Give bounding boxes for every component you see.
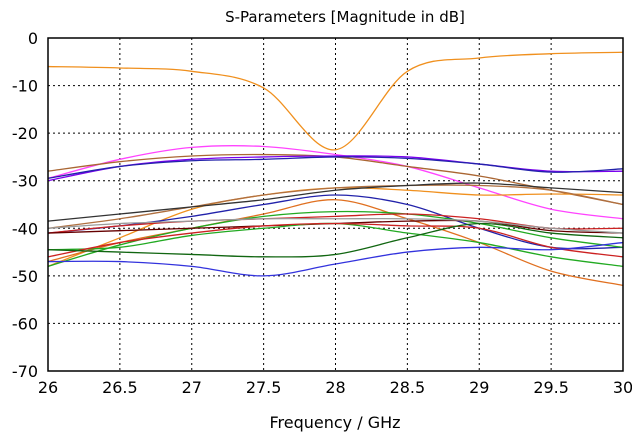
x-tick-label: 29.5 <box>533 378 569 397</box>
x-tick-label: 27.5 <box>246 378 282 397</box>
y-tick-label: -40 <box>12 219 38 238</box>
grid <box>48 38 623 371</box>
series-line-10 <box>47 199 624 287</box>
plot-frame <box>47 37 624 372</box>
series-line-2 <box>47 145 624 220</box>
series-group <box>47 51 624 287</box>
series-line-17 <box>47 241 624 277</box>
y-tick-label: 0 <box>28 29 38 48</box>
x-tick-label: 26.5 <box>102 378 138 397</box>
x-tick-label: 27 <box>182 378 202 397</box>
y-tick-label: -30 <box>12 172 38 191</box>
series-line-9 <box>47 194 624 250</box>
series-line-5 <box>47 156 624 179</box>
series-line-8 <box>47 182 624 222</box>
x-tick-label: 28 <box>325 378 345 397</box>
series-line-7 <box>47 184 624 229</box>
series-line-16 <box>47 222 624 258</box>
series-line-18 <box>47 217 624 234</box>
x-tick-label: 28.5 <box>390 378 426 397</box>
y-tick-label: -50 <box>12 267 38 286</box>
y-tick-label: -70 <box>12 362 38 381</box>
x-tick-labels: 26 26.5 27 27.5 28 28.5 29 29.5 30 <box>38 378 632 397</box>
y-tick-label: -60 <box>12 314 38 333</box>
series-line-1 <box>47 51 624 151</box>
y-tick-label: -10 <box>12 77 38 96</box>
chart-title: S-Parameters [Magnitude in dB] <box>225 8 465 26</box>
series-line-15 <box>47 222 624 258</box>
x-tick-label: 29 <box>469 378 489 397</box>
x-axis-label: Frequency / GHz <box>269 413 400 432</box>
x-tick-label: 26 <box>38 378 58 397</box>
x-tick-label: 30 <box>613 378 632 397</box>
y-tick-label: -20 <box>12 124 38 143</box>
y-tick-labels: 0 -10 -20 -30 -40 -50 -60 -70 <box>12 29 38 381</box>
